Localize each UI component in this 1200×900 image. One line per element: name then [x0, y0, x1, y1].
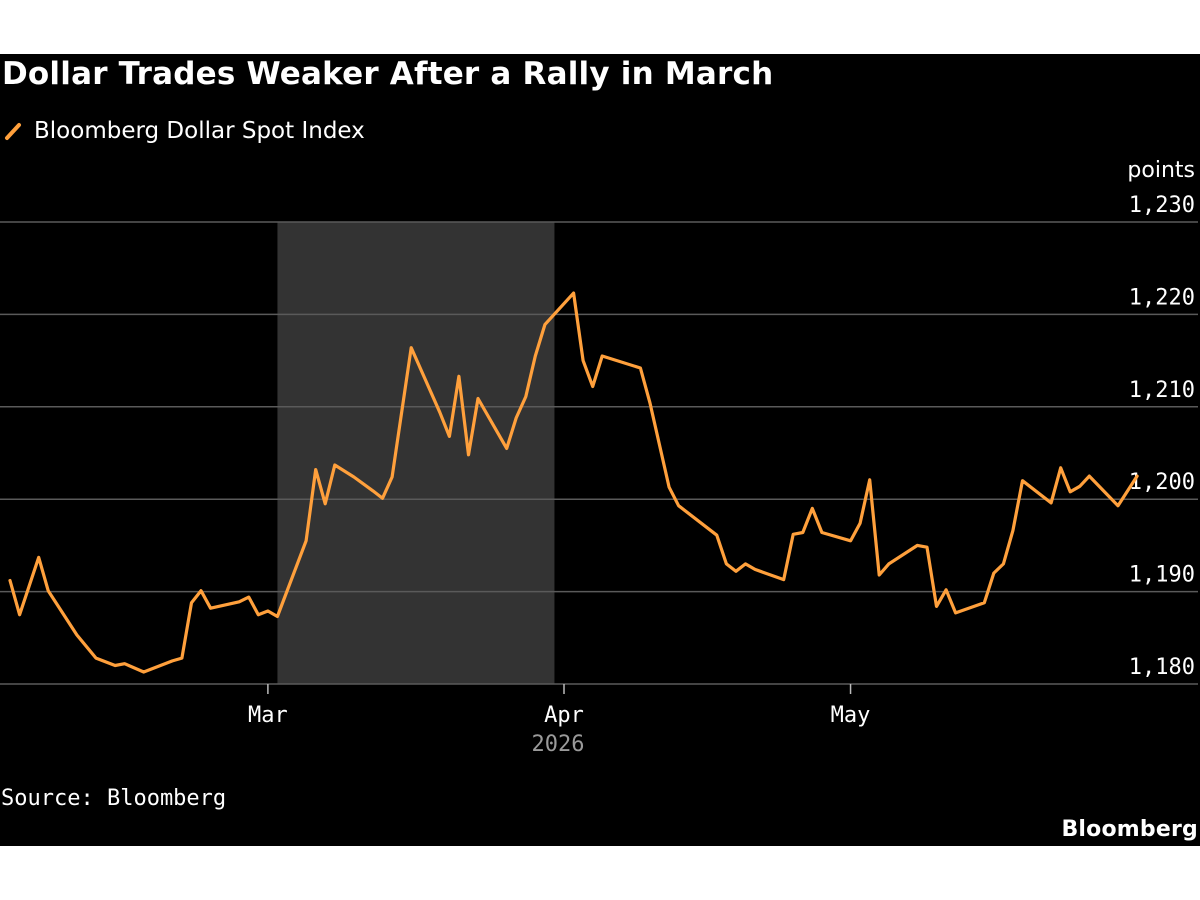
y-tick-label: 1,190 [1129, 563, 1195, 588]
line-swatch-icon [4, 121, 24, 141]
y-tick-label: 1,220 [1129, 285, 1195, 310]
brand-logo: Bloomberg [1061, 817, 1198, 842]
x-year-label: 2026 [532, 732, 585, 757]
y-tick-label: 1,210 [1129, 378, 1195, 403]
y-tick-label: 1,230 [1129, 193, 1195, 218]
legend-label: Bloomberg Dollar Spot Index [34, 118, 365, 144]
x-tick-label: May [831, 703, 871, 728]
shaded-region [277, 222, 555, 684]
y-tick-label: 1,200 [1129, 470, 1195, 495]
chart-canvas: Dollar Trades Weaker After a Rally in Ma… [0, 54, 1200, 846]
x-tick-label: Apr [544, 703, 584, 728]
y-tick-label: 1,180 [1129, 655, 1195, 680]
series-line [8, 291, 1139, 674]
y-axis-unit: points [1127, 158, 1195, 183]
chart-title: Dollar Trades Weaker After a Rally in Ma… [2, 56, 774, 92]
line-chart: 1,180 1,190 1,200 1,210 1,220 1,230 Mar Apr May 2… [0, 193, 1198, 757]
x-tick-label: Mar [248, 703, 288, 728]
source-note: Source: Bloomberg [1, 786, 227, 811]
legend: Bloomberg Dollar Spot Index [4, 116, 365, 146]
